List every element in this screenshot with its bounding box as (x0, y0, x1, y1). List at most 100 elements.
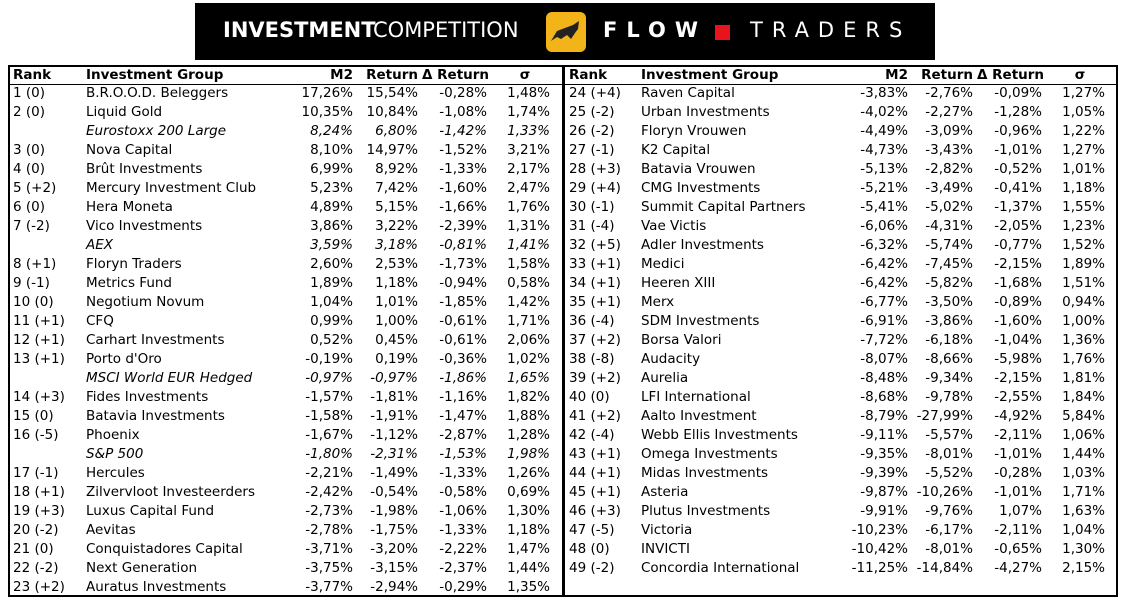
rank-cell: 41 (+2) (569, 408, 621, 424)
delta-return-cell: -1,33% (439, 161, 487, 177)
sigma-cell: 5,84% (1062, 408, 1105, 424)
investment-group-cell: Victoria (641, 522, 693, 538)
sigma-cell: 1,51% (1062, 275, 1105, 291)
investment-group-cell: Omega Investments (641, 446, 778, 462)
brand-left: FLOW (603, 18, 707, 42)
column-header: Return (921, 67, 973, 83)
sigma-cell: 2,17% (507, 161, 550, 177)
header-rule (565, 84, 1116, 85)
sigma-cell: 1,41% (507, 237, 550, 253)
sigma-cell: 1,81% (1062, 370, 1105, 386)
m2-cell: -6,42% (860, 275, 908, 291)
rank-cell: 16 (-5) (13, 427, 59, 443)
return-cell: 8,92% (375, 161, 418, 177)
rank-cell: 46 (+3) (569, 503, 621, 519)
sigma-cell: 1,55% (1062, 199, 1105, 215)
return-cell: 1,01% (375, 294, 418, 310)
m2-cell: 1,89% (310, 275, 353, 291)
column-header: Rank (13, 67, 52, 83)
m2-cell: -7,72% (860, 332, 908, 348)
return-cell: -5,02% (925, 199, 973, 215)
investment-group-cell: Auratus Investments (86, 579, 227, 595)
m2-cell: -1,57% (305, 389, 353, 405)
return-cell: -7,45% (925, 256, 973, 272)
delta-return-cell: -0,61% (439, 313, 487, 329)
investment-group-cell: Concordia International (641, 560, 800, 576)
return-cell: -1,75% (370, 522, 418, 538)
m2-cell: -1,58% (305, 408, 353, 424)
return-cell: -6,17% (925, 522, 973, 538)
sigma-cell: 1,30% (507, 503, 550, 519)
m2-cell: -5,13% (860, 161, 908, 177)
return-cell: -2,27% (925, 104, 973, 120)
sigma-cell: 1,42% (507, 294, 550, 310)
return-cell: 0,45% (375, 332, 418, 348)
delta-return-cell: -1,60% (994, 313, 1042, 329)
delta-return-cell: -1,01% (994, 484, 1042, 500)
m2-cell: 0,52% (310, 332, 353, 348)
m2-cell: -9,35% (860, 446, 908, 462)
return-cell: -3,49% (925, 180, 973, 196)
delta-return-cell: -1,06% (439, 503, 487, 519)
investment-group-cell: Negotium Novum (86, 294, 205, 310)
banner: INVESTMENT COMPETITION FLOW TRADERS (195, 3, 935, 60)
sigma-cell: 1,04% (1062, 522, 1105, 538)
sigma-cell: 0,69% (507, 484, 550, 500)
m2-cell: -9,11% (860, 427, 908, 443)
sigma-cell: 1,18% (1062, 180, 1105, 196)
delta-return-cell: 1,07% (999, 503, 1042, 519)
delta-return-cell: -1,33% (439, 522, 487, 538)
m2-cell: 1,04% (310, 294, 353, 310)
return-cell: 14,97% (366, 142, 418, 158)
sigma-cell: 1,28% (507, 427, 550, 443)
return-cell: 0,19% (375, 351, 418, 367)
sigma-cell: 1,31% (507, 218, 550, 234)
sigma-cell: 1,48% (507, 85, 550, 101)
m2-cell: -4,73% (860, 142, 908, 158)
m2-cell: -6,06% (860, 218, 908, 234)
column-header: σ (1074, 67, 1086, 83)
return-cell: -1,49% (370, 465, 418, 481)
sigma-cell: 1,30% (1062, 541, 1105, 557)
return-cell: -3,15% (370, 560, 418, 576)
sigma-cell: 1,52% (1062, 237, 1105, 253)
rank-cell: 27 (-1) (569, 142, 615, 158)
delta-return-cell: -4,27% (994, 560, 1042, 576)
delta-return-cell: -0,28% (994, 465, 1042, 481)
sigma-cell: 1,44% (1062, 446, 1105, 462)
m2-cell: -11,25% (851, 560, 908, 576)
delta-return-cell: -0,61% (439, 332, 487, 348)
m2-cell: -2,42% (305, 484, 353, 500)
sigma-cell: 1,89% (1062, 256, 1105, 272)
investment-group-cell: Fides Investments (86, 389, 209, 405)
m2-cell: -8,07% (860, 351, 908, 367)
delta-return-cell: -0,29% (439, 579, 487, 595)
column-header: Return (366, 67, 418, 83)
m2-cell: -5,21% (860, 180, 908, 196)
return-cell: -5,57% (925, 427, 973, 443)
return-cell: 6,80% (375, 123, 418, 139)
return-cell: -0,97% (370, 370, 418, 386)
m2-cell: -3,75% (305, 560, 353, 576)
sigma-cell: 2,15% (1062, 560, 1105, 576)
return-cell: -8,01% (925, 446, 973, 462)
header-rule (10, 84, 562, 85)
brand-right: TRADERS (750, 18, 912, 42)
m2-cell: -6,77% (860, 294, 908, 310)
investment-group-cell: CFQ (86, 313, 114, 329)
investment-group-cell: AEX (86, 237, 114, 253)
rank-cell: 5 (+2) (13, 180, 57, 196)
investment-group-cell: Floryn Vrouwen (641, 123, 747, 139)
return-cell: -5,74% (925, 237, 973, 253)
delta-return-cell: -0,81% (439, 237, 487, 253)
investment-group-cell: INVICTI (641, 541, 690, 557)
return-cell: 10,84% (366, 104, 418, 120)
delta-return-cell: -0,96% (994, 123, 1042, 139)
delta-return-cell: -2,87% (439, 427, 487, 443)
delta-return-cell: -1,01% (994, 446, 1042, 462)
m2-cell: -6,91% (860, 313, 908, 329)
investment-group-cell: Nova Capital (86, 142, 173, 158)
m2-cell: -3,71% (305, 541, 353, 557)
return-cell: -3,09% (925, 123, 973, 139)
sigma-cell: 1,05% (1062, 104, 1105, 120)
